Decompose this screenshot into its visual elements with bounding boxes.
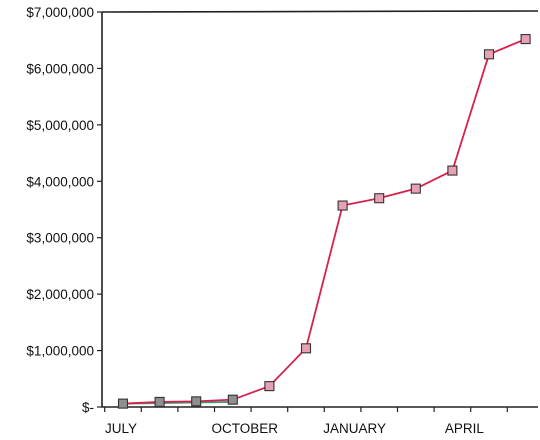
y-tick-label: $- — [82, 400, 94, 415]
y-tick-label: $1,000,000 — [26, 344, 94, 359]
data-point-marker — [374, 193, 385, 204]
data-point-marker — [264, 381, 275, 392]
y-tick-label: $4,000,000 — [26, 174, 94, 189]
x-tick-label: OCTOBER — [212, 421, 279, 436]
data-point-marker — [483, 49, 495, 60]
data-point-marker — [447, 165, 458, 176]
x-tick-label: JULY — [105, 421, 137, 436]
x-tick-label: JANUARY — [323, 421, 386, 436]
data-point-marker — [227, 394, 238, 405]
data-point-marker — [117, 398, 129, 409]
x-axis-ticks: JULY OCTOBER JANUARY APRIL — [104, 407, 508, 436]
data-point-marker — [337, 200, 348, 211]
data-point-marker — [191, 396, 202, 407]
data-point-marker — [300, 343, 312, 354]
data-point-marker — [520, 34, 531, 45]
plot-frame — [101, 10, 539, 408]
x-tick-label: APRIL — [445, 421, 485, 436]
y-tick-label: $3,000,000 — [26, 231, 94, 246]
y-tick-label: $5,000,000 — [26, 118, 94, 133]
series-line — [122, 38, 526, 405]
y-tick-label: $7,000,000 — [26, 5, 94, 20]
y-tick-label: $2,000,000 — [26, 287, 94, 302]
plot-top-border — [101, 10, 539, 13]
y-axis-ticks: $7,000,000 $6,000,000 $5,000,000 $4,000,000… — [26, 5, 102, 415]
data-point-marker — [154, 396, 165, 407]
y-tick-label: $6,000,000 — [26, 61, 94, 76]
data-point-marker — [410, 183, 421, 194]
series-layer — [117, 34, 531, 409]
